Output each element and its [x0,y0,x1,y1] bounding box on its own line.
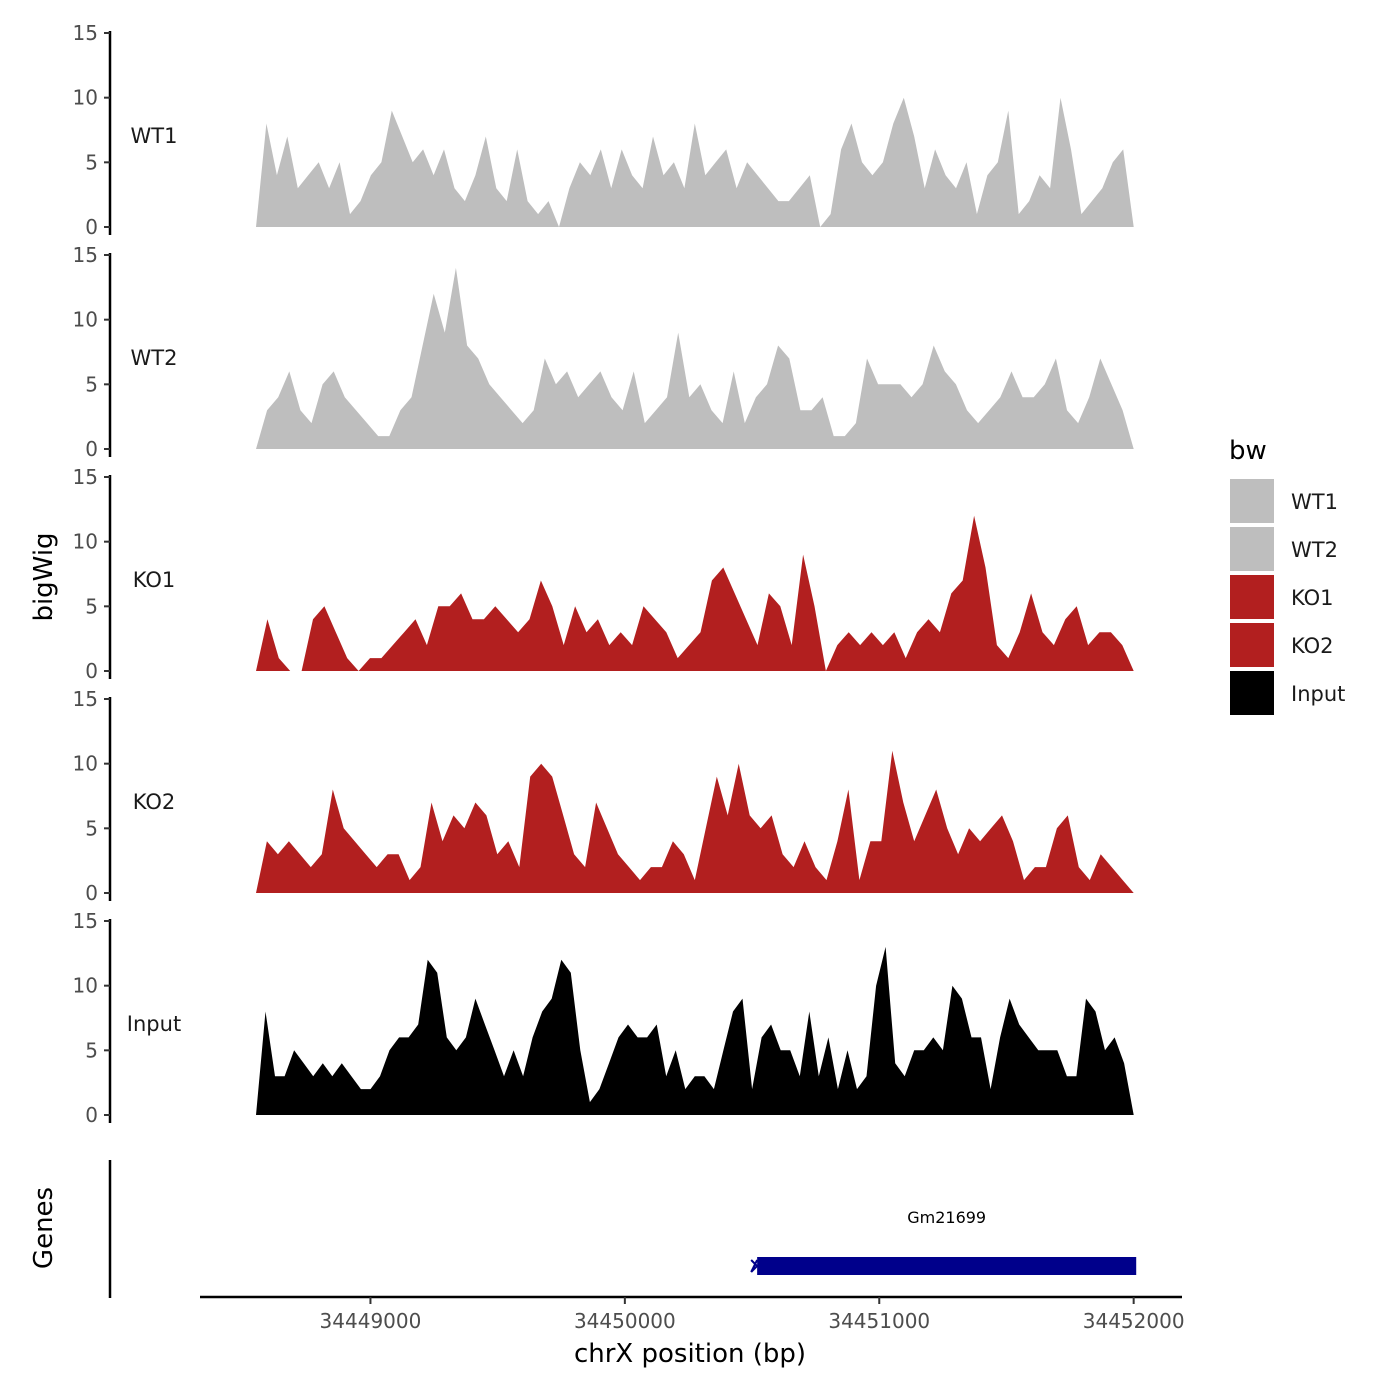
legend: bw WT1 WT2 KO1 KO2 Input [1229,436,1345,715]
track-label-ko1: KO1 [133,568,176,592]
area-input [256,946,1134,1115]
track-wt2: 0 5 10 15 WT2 [73,243,1134,461]
y-tick-label: 10 [73,86,98,110]
y-tick-label: 5 [85,150,98,174]
y-tick-label: 15 [73,243,98,267]
y-tick-label: 10 [73,530,98,554]
gene-gm21699: Gm21699 [750,1208,1137,1275]
legend-label-ko1: KO1 [1291,586,1334,610]
x-tick-label: 34450000 [574,1309,676,1333]
legend-swatch-wt2 [1230,527,1274,571]
y-tick-label: 10 [73,308,98,332]
x-tick-label: 34449000 [320,1309,422,1333]
y-tick-label: 10 [73,974,98,998]
y-tick-label: 5 [85,372,98,396]
area-wt1 [256,97,1134,227]
track-input: 0 5 10 15 Input [73,909,1134,1127]
legend-label-wt2: WT2 [1291,538,1338,562]
x-tick-label: 34452000 [1083,1309,1185,1333]
legend-label-ko2: KO2 [1291,634,1334,658]
legend-label-wt1: WT1 [1291,490,1338,514]
track-ko2: 0 5 10 15 KO2 [73,687,1134,905]
genes-axis-title: Genes [29,1187,59,1269]
y-tick-label: 0 [85,437,98,461]
track-ko1: 0 5 10 15 KO1 [73,465,1134,683]
legend-title: bw [1229,436,1267,466]
x-axis: 34449000 34450000 34451000 34452000 [200,1295,1185,1333]
x-tick-label: 34451000 [828,1309,930,1333]
track-label-ko2: KO2 [133,790,176,814]
area-ko2 [256,750,1134,893]
y-tick-label: 0 [85,1103,98,1127]
legend-swatch-ko2 [1230,623,1274,667]
legend-swatch-wt1 [1230,479,1274,523]
gene-body [757,1257,1137,1275]
y-axis-title: bigWig [29,532,59,621]
track-label-wt2: WT2 [131,346,178,370]
y-tick-label: 5 [85,816,98,840]
legend-swatch-ko1 [1230,575,1274,619]
area-wt2 [256,267,1134,449]
bigwig-tracks: 0 5 10 15 WT1 0 5 10 15 WT2 0 5 10 15 KO1 0 5 10 15 KO2 0 5 10… [73,21,1134,1127]
y-tick-label: 10 [73,752,98,776]
y-tick-label: 0 [85,659,98,683]
gene-label: Gm21699 [907,1208,986,1227]
y-tick-label: 5 [85,594,98,618]
track-wt1: 0 5 10 15 WT1 [73,21,1134,239]
y-tick-label: 15 [73,687,98,711]
y-tick-label: 15 [73,909,98,933]
gene-strand-marker [750,1259,759,1273]
y-tick-label: 0 [85,881,98,905]
legend-swatch-input [1230,671,1274,715]
track-label-input: Input [127,1012,181,1036]
area-ko1 [256,515,1134,671]
y-tick-label: 15 [73,21,98,45]
y-tick-label: 0 [85,215,98,239]
genes-panel: Gm21699 [108,1160,1137,1298]
x-axis-title: chrX position (bp) [574,1339,806,1369]
track-label-wt1: WT1 [131,124,178,148]
legend-label-input: Input [1291,682,1345,706]
y-tick-label: 5 [85,1038,98,1062]
y-tick-label: 15 [73,465,98,489]
